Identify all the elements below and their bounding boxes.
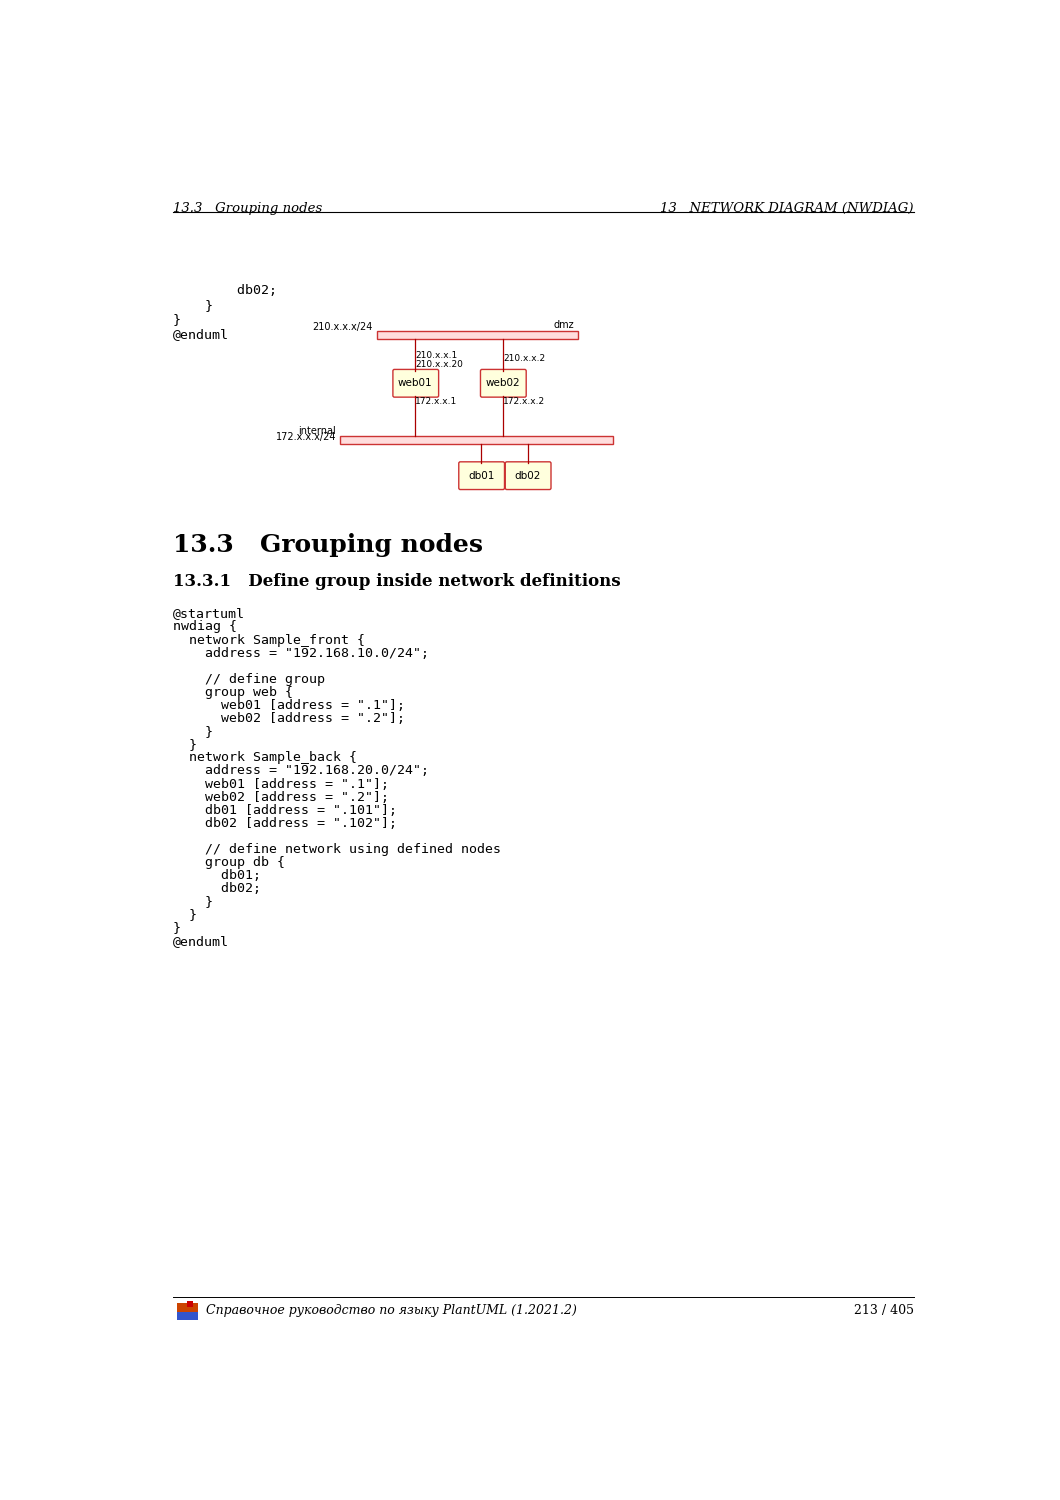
Text: db02 [address = ".102"];: db02 [address = ".102"]; — [173, 818, 396, 830]
Text: 13.3.1   Define group inside network definitions: 13.3.1 Define group inside network defin… — [173, 573, 620, 590]
Text: }: } — [173, 738, 197, 752]
Text: address = "192.168.10.0/24";: address = "192.168.10.0/24"; — [173, 646, 429, 660]
Text: }: } — [173, 921, 181, 934]
Text: 210.x.x.20: 210.x.x.20 — [416, 360, 463, 369]
Text: }: } — [173, 724, 213, 738]
FancyBboxPatch shape — [459, 462, 505, 489]
Text: address = "192.168.20.0/24";: address = "192.168.20.0/24"; — [173, 765, 429, 777]
Bar — [376, 332, 578, 339]
Text: 210.x.x.2: 210.x.x.2 — [502, 354, 545, 363]
Text: Справочное руководство по языку PlantUML (1.2021.2): Справочное руководство по языку PlantUML… — [206, 1304, 577, 1317]
Text: network Sample_front {: network Sample_front { — [173, 633, 365, 646]
Text: // define network using defined nodes: // define network using defined nodes — [173, 843, 500, 856]
Text: web02 [address = ".2"];: web02 [address = ".2"]; — [173, 790, 389, 804]
Text: nwdiag {: nwdiag { — [173, 621, 236, 633]
Text: }: } — [173, 298, 213, 312]
Text: web02 [address = ".2"];: web02 [address = ".2"]; — [173, 712, 405, 724]
Text: db02: db02 — [514, 471, 541, 480]
Text: 210.x.x.x/24: 210.x.x.x/24 — [313, 322, 373, 332]
Text: dmz: dmz — [553, 320, 575, 330]
Text: db02;: db02; — [173, 284, 277, 297]
Text: @enduml: @enduml — [173, 934, 229, 948]
Text: 172.x.x.1: 172.x.x.1 — [416, 398, 458, 406]
Text: 13   NETWORK DIAGRAM (NWDIAG): 13 NETWORK DIAGRAM (NWDIAG) — [660, 201, 914, 214]
Text: group db {: group db { — [173, 856, 285, 868]
Text: 210.x.x.1: 210.x.x.1 — [416, 351, 458, 360]
Text: db01;: db01; — [173, 868, 261, 882]
Bar — [340, 436, 613, 444]
Text: @enduml: @enduml — [173, 328, 229, 340]
Text: }: } — [173, 909, 197, 921]
Text: }: } — [173, 314, 181, 326]
Text: db01 [address = ".101"];: db01 [address = ".101"]; — [173, 804, 396, 816]
Text: 172.x.x.x/24: 172.x.x.x/24 — [276, 432, 336, 442]
Text: @startuml: @startuml — [173, 608, 245, 621]
Text: 13.3   Grouping nodes: 13.3 Grouping nodes — [173, 532, 482, 556]
FancyBboxPatch shape — [506, 462, 551, 489]
Text: web01 [address = ".1"];: web01 [address = ".1"]; — [173, 777, 389, 790]
Text: web02: web02 — [485, 378, 520, 388]
Text: internal: internal — [299, 426, 336, 435]
Text: 172.x.x.2: 172.x.x.2 — [502, 398, 545, 406]
Bar — [177, 1302, 198, 1320]
Text: web01 [address = ".1"];: web01 [address = ".1"]; — [173, 699, 405, 712]
Bar — [177, 1312, 198, 1320]
Text: group web {: group web { — [173, 686, 293, 699]
Text: network Sample_back {: network Sample_back { — [173, 752, 357, 765]
Text: 213 / 405: 213 / 405 — [853, 1304, 914, 1317]
Text: // define group: // define group — [173, 674, 324, 686]
Text: }: } — [173, 896, 213, 909]
Text: 13.3   Grouping nodes: 13.3 Grouping nodes — [173, 201, 322, 214]
Text: db02;: db02; — [173, 882, 261, 896]
Text: db01: db01 — [469, 471, 494, 480]
FancyBboxPatch shape — [393, 369, 439, 398]
Text: web01: web01 — [399, 378, 432, 388]
Bar — [187, 1300, 193, 1308]
FancyBboxPatch shape — [480, 369, 526, 398]
